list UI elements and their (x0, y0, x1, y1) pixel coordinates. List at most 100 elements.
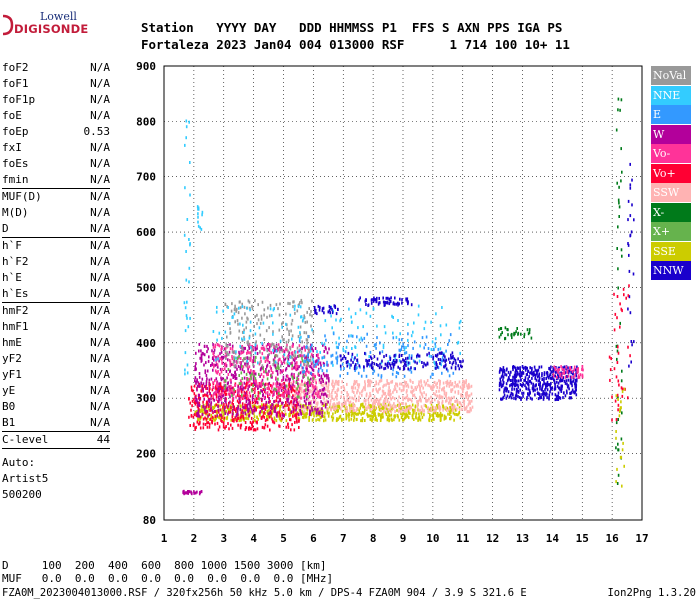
data-point (230, 373, 233, 377)
data-point (407, 338, 409, 342)
data-point (449, 361, 451, 364)
data-point (456, 403, 459, 407)
data-point (235, 395, 237, 399)
data-point (288, 364, 290, 368)
data-point (263, 356, 266, 360)
data-point (218, 392, 221, 396)
data-point (279, 393, 281, 397)
data-point (550, 377, 553, 381)
data-point (386, 400, 389, 403)
param-value: N/A (90, 384, 110, 397)
data-point (345, 345, 348, 349)
data-point (256, 420, 258, 424)
param-value: N/A (90, 320, 110, 333)
data-point (371, 417, 374, 421)
data-point (368, 364, 371, 368)
data-point (299, 301, 301, 305)
data-point (391, 406, 393, 410)
data-point (390, 408, 393, 412)
data-point (623, 293, 625, 297)
data-point (200, 415, 203, 419)
data-point (325, 403, 327, 407)
data-point (451, 409, 454, 413)
data-point (253, 381, 255, 385)
data-point (388, 297, 391, 301)
data-point (449, 333, 452, 337)
data-point (330, 314, 332, 318)
data-point (277, 348, 280, 352)
data-point (579, 373, 582, 377)
data-point (225, 344, 228, 348)
data-point (227, 422, 229, 426)
data-point (291, 356, 294, 360)
data-point (279, 357, 281, 361)
data-point (317, 359, 320, 363)
data-point (297, 406, 299, 410)
data-point (384, 391, 387, 395)
data-point (319, 410, 321, 414)
data-point (403, 406, 405, 410)
data-point (256, 415, 258, 419)
data-point (373, 355, 376, 359)
data-point (327, 363, 329, 367)
data-point (615, 344, 618, 348)
data-point (249, 394, 252, 398)
data-point (194, 396, 197, 400)
data-point (398, 401, 401, 405)
data-point (248, 346, 251, 350)
data-point (185, 136, 187, 140)
data-point (618, 383, 620, 387)
data-point (213, 348, 216, 352)
data-point (468, 384, 470, 387)
data-point (445, 416, 447, 420)
data-point (185, 250, 187, 253)
data-point (369, 314, 372, 318)
data-point (274, 364, 277, 368)
data-point (332, 416, 335, 420)
data-point (303, 410, 305, 414)
data-point (243, 331, 245, 334)
data-point (231, 347, 234, 351)
data-point (337, 409, 339, 413)
data-point (448, 400, 451, 404)
data-point (396, 408, 398, 412)
data-point (231, 388, 233, 392)
data-point (617, 418, 619, 421)
data-point (276, 362, 279, 366)
data-point (268, 343, 271, 346)
data-point (411, 408, 414, 412)
data-point (455, 399, 457, 403)
data-point (290, 410, 293, 414)
data-point (277, 404, 279, 407)
data-point (275, 369, 278, 372)
data-point (211, 349, 213, 353)
y-tick-label: 200 (136, 448, 156, 461)
data-point (375, 417, 378, 421)
data-point (528, 393, 530, 397)
data-point (439, 324, 442, 328)
data-point (543, 381, 545, 385)
digisonde-logo: Lowell DIGISONDE (2, 10, 88, 44)
data-point (317, 418, 319, 421)
data-point (220, 355, 223, 359)
data-point (298, 349, 301, 353)
data-point (233, 388, 235, 392)
data-point (292, 407, 295, 411)
data-point (445, 381, 447, 384)
data-point (438, 394, 440, 398)
data-point (341, 409, 344, 413)
data-point (387, 382, 390, 386)
data-point (266, 391, 269, 395)
param-row: h`F2 N/A (2, 254, 110, 270)
data-point (200, 349, 202, 353)
data-point (272, 363, 274, 366)
data-point (279, 302, 281, 306)
data-point (265, 382, 267, 386)
data-point (308, 378, 311, 382)
data-point (352, 411, 354, 415)
data-point (197, 416, 200, 420)
data-point (256, 395, 259, 399)
data-point (224, 378, 226, 382)
data-point (247, 398, 250, 402)
data-point (434, 354, 437, 358)
